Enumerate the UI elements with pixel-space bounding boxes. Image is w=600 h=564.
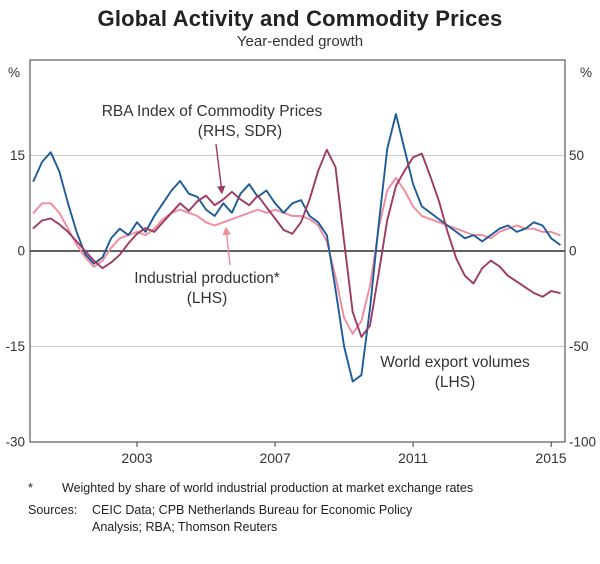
annotation-world-exports: World export volumes (LHS) [380, 354, 530, 391]
chart-subtitle: Year-ended growth [236, 33, 364, 50]
left-axis-tick-label: 0 [17, 244, 25, 259]
right-axis-tick-label: 0 [569, 244, 577, 259]
right-axis-tick-label: -50 [569, 339, 589, 354]
annotation-commodity-prices: RBA Index of Commodity Prices (RHS, SDR) [102, 103, 323, 195]
series-layer [32, 113, 561, 383]
plot-frame [29, 59, 566, 443]
right-axis-unit: % [580, 65, 592, 80]
right-axis-tick-label: -100 [569, 435, 596, 450]
sources-label: Sources: [28, 502, 78, 517]
annotation-industrial-arrow [222, 226, 231, 266]
annotation-commodity-line2: (RHS, SDR) [198, 123, 282, 140]
chart-title: Global Activity and Commodity Prices [97, 6, 503, 31]
left-axis-unit: % [8, 65, 20, 80]
right-axis-tick-label: 50 [569, 148, 584, 163]
x-axis-tick-label: 2011 [398, 450, 428, 466]
sources-text: CEIC Data; CPB Netherlands Bureau for Ec… [92, 502, 413, 534]
annotation-industrial-line1: Industrial production* [134, 270, 280, 287]
annotation-exports-line2: (LHS) [435, 374, 475, 391]
annotation-commodity-line1: RBA Index of Commodity Prices [102, 103, 323, 120]
left-axis-tick-label: 15 [10, 148, 25, 163]
sources: Sources: CEIC Data; CPB Netherlands Bure… [28, 502, 580, 536]
axis-layer: 15 0 -15 -30 50 0 -50 -100 2003 2007 2011 2015 [5, 148, 596, 466]
left-axis-tick-label: -15 [5, 339, 25, 354]
series-world-export-volumes [32, 113, 561, 383]
x-axis-tick-label: 2003 [121, 450, 152, 466]
notes-section: * Weighted by share of world industrial … [0, 474, 600, 536]
footnote: * Weighted by share of world industrial … [28, 480, 580, 497]
series-commodity-prices [32, 148, 561, 338]
x-axis-tick-label: 2007 [259, 450, 290, 466]
x-axis-tick-label: 2015 [535, 450, 566, 466]
footnote-text: Weighted by share of world industrial pr… [62, 481, 474, 495]
footnote-marker: * [28, 481, 33, 495]
annotation-exports-line1: World export volumes [380, 354, 530, 371]
left-axis-tick-label: -30 [5, 435, 25, 450]
series-industrial-production [32, 176, 561, 335]
annotation-industrial-line2: (LHS) [187, 290, 227, 307]
annotation-commodity-arrow [215, 143, 226, 195]
grid-layer [29, 59, 566, 443]
annotation-industrial-production: Industrial production* (LHS) [134, 226, 280, 307]
